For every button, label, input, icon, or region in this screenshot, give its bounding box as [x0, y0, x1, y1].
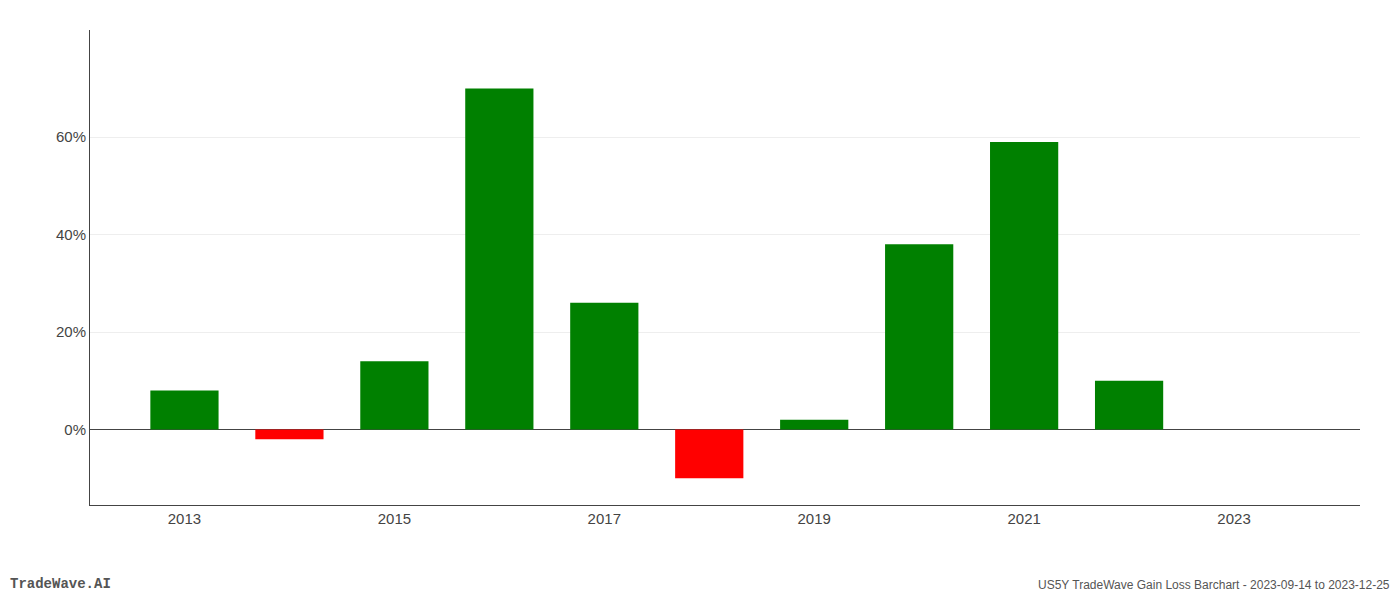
svg-text:2017: 2017: [588, 510, 621, 527]
svg-text:2019: 2019: [798, 510, 831, 527]
svg-text:0%: 0%: [64, 421, 86, 438]
svg-text:US5Y TradeWave Gain Loss Barch: US5Y TradeWave Gain Loss Barchart - 2023…: [1038, 578, 1390, 592]
svg-text:40%: 40%: [56, 226, 86, 243]
svg-text:TradeWave.AI: TradeWave.AI: [10, 576, 111, 592]
svg-text:2023: 2023: [1217, 510, 1250, 527]
svg-text:60%: 60%: [56, 128, 86, 145]
svg-text:2013: 2013: [168, 510, 201, 527]
svg-text:2015: 2015: [378, 510, 411, 527]
svg-text:2021: 2021: [1007, 510, 1040, 527]
svg-text:20%: 20%: [56, 323, 86, 340]
